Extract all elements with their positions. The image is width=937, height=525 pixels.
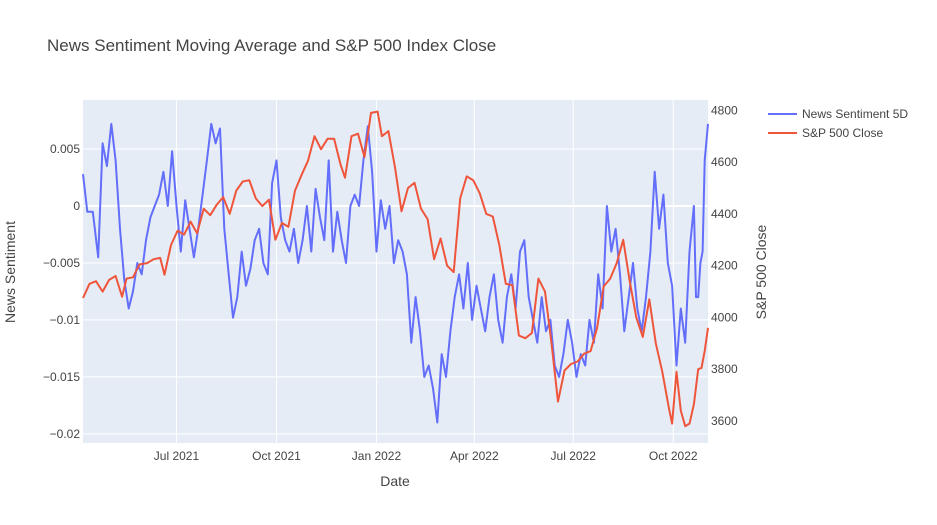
- axis-ticks: Jul 2021 Oct 2021 Jan 2022 Apr 2022 Jul 2022…: [43, 103, 738, 463]
- y2-tick-label: 4800: [711, 103, 738, 117]
- grid: [83, 100, 708, 443]
- y2-tick-label: 4200: [711, 259, 738, 273]
- chart-title: News Sentiment Moving Average and S&P 50…: [47, 36, 496, 55]
- x-tick-label: Oct 2021: [252, 449, 301, 463]
- y2-axis-title: S&P 500 Close: [753, 224, 769, 319]
- x-axis-title: Date: [380, 473, 410, 489]
- y2-tick-label: 4400: [711, 207, 738, 221]
- x-tick-label: Jul 2021: [154, 449, 200, 463]
- y2-tick-label: 3600: [711, 414, 738, 428]
- x-tick-label: Apr 2022: [450, 449, 499, 463]
- legend-item-sp500[interactable]: S&P 500 Close: [768, 126, 883, 140]
- legend-label-news-sentiment: News Sentiment 5D: [802, 107, 908, 121]
- y-tick-label: −0.005: [43, 256, 80, 270]
- y2-tick-label: 4600: [711, 155, 738, 169]
- series-sp500-line: [82, 110, 709, 428]
- x-tick-label: Jul 2022: [551, 449, 597, 463]
- legend-item-news-sentiment[interactable]: News Sentiment 5D: [768, 107, 908, 121]
- series-layer: [82, 110, 709, 428]
- y-tick-label: −0.015: [43, 370, 80, 384]
- legend[interactable]: News Sentiment 5D S&P 500 Close: [768, 107, 908, 140]
- x-tick-label: Jan 2022: [352, 449, 402, 463]
- y2-tick-label: 4000: [711, 310, 738, 324]
- y-tick-label: −0.02: [50, 427, 81, 441]
- y-axis-title: News Sentiment: [2, 221, 18, 323]
- y-tick-label: −0.01: [50, 313, 81, 327]
- legend-label-sp500: S&P 500 Close: [802, 126, 883, 140]
- series-news-sentiment-line: [82, 122, 709, 424]
- y-tick-label: 0: [73, 199, 80, 213]
- x-tick-label: Oct 2022: [649, 449, 698, 463]
- y-tick-label: 0.005: [50, 142, 80, 156]
- y2-tick-label: 3800: [711, 362, 738, 376]
